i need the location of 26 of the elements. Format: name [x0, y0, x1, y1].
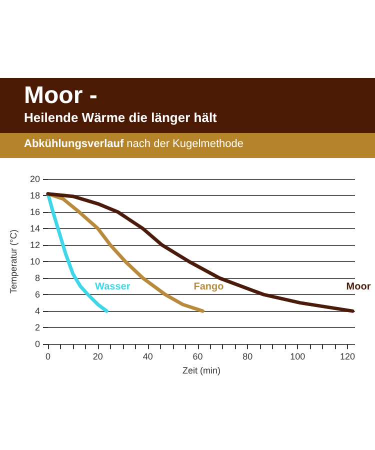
x-tick-label: 60	[192, 352, 203, 362]
y-tick-label: 20	[30, 174, 40, 184]
chart-subtitle: Heilende Wärme die länger hält	[24, 110, 218, 126]
x-tick-label: 20	[92, 352, 103, 362]
series-label: Moor	[346, 282, 371, 293]
y-axis-title: Temperatur (°C)	[8, 229, 18, 294]
x-tick-label: 40	[142, 352, 153, 362]
x-tick-label: 0	[45, 352, 51, 362]
y-tick-label: 10	[30, 256, 40, 267]
x-tick-label: 120	[340, 352, 356, 362]
text: Abkühlungsverlauf nach der Kugelmethode	[0, 133, 375, 158]
chart-title: Moor -	[24, 82, 98, 110]
series-label: Fango	[194, 282, 224, 293]
y-tick-label: 18	[30, 190, 40, 201]
y-tick-label: 14	[30, 224, 40, 234]
x-tick-label: 80	[242, 352, 253, 362]
y-tick-label: 2	[34, 322, 40, 333]
y-tick-label: 12	[30, 240, 40, 250]
y-tick-label: 16	[30, 207, 40, 218]
x-axis-title: Zeit (min)	[182, 366, 220, 376]
y-tick-label: 4	[34, 306, 40, 316]
x-tick-label: 100	[290, 352, 306, 362]
y-tick-label: 8	[34, 273, 40, 284]
y-tick-label: 6	[34, 290, 40, 300]
series-label: Wasser	[95, 282, 130, 293]
y-tick-label: 0	[34, 339, 40, 350]
